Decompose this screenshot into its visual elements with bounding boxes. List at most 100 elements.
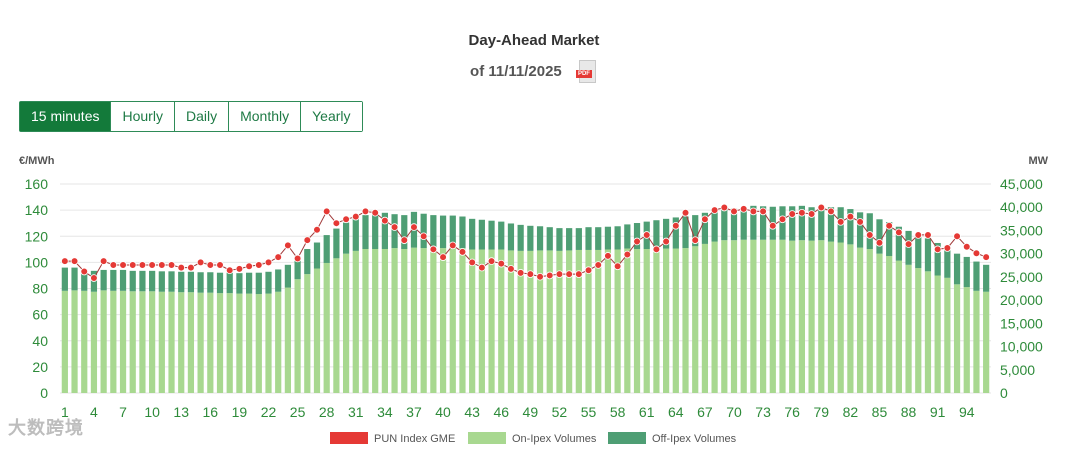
pun-index-point (594, 261, 603, 269)
off-ipex-bar (886, 222, 893, 256)
on-ipex-bar (119, 290, 127, 393)
off-ipex-bar (498, 221, 505, 250)
on-ipex-bar (837, 242, 844, 393)
on-ipex-bar (216, 293, 224, 393)
pun-index-point (507, 265, 515, 273)
x-axis-tick-label: 10 (144, 404, 160, 420)
on-ipex-bar (847, 244, 854, 393)
pdf-download-icon[interactable]: PDF (575, 60, 598, 84)
x-axis-tick-label: 61 (639, 404, 655, 420)
pun-index-point (788, 210, 796, 218)
pun-index-point (400, 236, 409, 244)
market-date: of 11/11/2025 (470, 62, 562, 80)
pun-index-point (943, 244, 952, 252)
on-ipex-bar (789, 240, 796, 393)
right-axis-unit: MW (1028, 155, 1048, 167)
off-ipex-bar (488, 220, 495, 250)
pun-index-point (642, 231, 651, 239)
legend-swatch (608, 432, 646, 444)
x-axis-tick-label: 46 (493, 404, 509, 420)
x-axis-tick-label: 79 (813, 404, 829, 420)
on-ipex-bar (905, 264, 912, 393)
on-ipex-bar (876, 253, 883, 393)
pun-index-point (351, 212, 360, 221)
off-ipex-bar (866, 213, 873, 250)
on-ipex-bar (488, 249, 495, 393)
pun-index-point (972, 249, 981, 258)
tab-15-minutes[interactable]: 15 minutes (20, 102, 111, 131)
on-ipex-bar (410, 247, 418, 393)
pun-index-point (701, 215, 709, 224)
off-ipex-bar (391, 214, 398, 249)
off-ipex-bar (352, 217, 359, 251)
on-ipex-bar (973, 290, 980, 393)
off-ipex-bar (924, 238, 932, 272)
pun-index-point (487, 257, 496, 265)
on-ipex-bar (197, 292, 204, 393)
off-ipex-bar (255, 272, 262, 295)
pun-index-point (313, 225, 321, 234)
left-axis-tick-label: 0 (40, 385, 48, 401)
pun-index-point (662, 237, 670, 246)
on-ipex-bar (449, 248, 456, 393)
off-ipex-bar (216, 272, 224, 294)
on-ipex-bar (818, 240, 825, 393)
left-axis-tick-label: 60 (32, 307, 48, 323)
on-ipex-bar (527, 250, 534, 393)
legend-swatch (330, 432, 368, 444)
on-ipex-bar (740, 239, 747, 393)
x-axis-tick-label: 19 (232, 404, 248, 420)
on-ipex-bar (168, 291, 175, 393)
tab-daily[interactable]: Daily (173, 102, 229, 131)
on-ipex-bar (663, 248, 670, 393)
pun-index-point (235, 265, 244, 273)
pun-index-point (206, 261, 215, 269)
on-ipex-bar (342, 253, 350, 393)
pun-index-point (225, 266, 234, 275)
pun-index-point (933, 245, 942, 254)
on-ipex-bar (149, 291, 156, 393)
x-axis-tick-label: 85 (872, 404, 888, 420)
tab-monthly[interactable]: Monthly (228, 102, 301, 131)
on-ipex-bar (401, 249, 408, 393)
pun-index-point (584, 266, 593, 275)
on-ipex-bar (439, 248, 447, 393)
x-axis-tick-label: 25 (290, 404, 306, 420)
right-axis-tick-label: 10,000 (1000, 339, 1043, 355)
off-ipex-bar (546, 227, 553, 251)
on-ipex-bar (129, 291, 136, 393)
pun-index-point (128, 261, 137, 269)
chart-subtitle: of 11/11/2025 PDF (0, 60, 1068, 84)
tab-yearly[interactable]: Yearly (300, 102, 362, 131)
off-ipex-bar (808, 207, 815, 241)
pun-index-point (196, 258, 205, 267)
on-ipex-bar (701, 243, 709, 393)
pun-index-point (138, 261, 147, 269)
on-ipex-bar (566, 250, 573, 393)
pun-index-point (604, 252, 612, 260)
on-ipex-bar (284, 287, 292, 393)
off-ipex-bar (61, 267, 68, 291)
x-axis-tick-label: 94 (959, 404, 975, 420)
pun-index-point (255, 261, 263, 269)
pun-index-point (80, 267, 89, 276)
on-ipex-bar (614, 249, 621, 393)
tab-hourly[interactable]: Hourly (110, 102, 174, 131)
pun-index-point (70, 257, 79, 265)
right-axis-tick-label: 25,000 (1000, 269, 1043, 285)
pun-index-point (623, 250, 632, 259)
pun-index-point (768, 222, 777, 230)
legend-label: On-Ipex Volumes (512, 433, 597, 445)
off-ipex-bar (430, 215, 437, 248)
right-axis-tick-label: 30,000 (1000, 246, 1043, 262)
off-ipex-bar (585, 227, 592, 250)
off-ipex-bar (759, 206, 767, 240)
off-ipex-bar (701, 212, 709, 244)
off-ipex-bar (333, 228, 340, 259)
on-ipex-bar (255, 294, 262, 393)
pun-index-point (187, 263, 195, 272)
pun-index-point (410, 223, 418, 231)
on-ipex-bar (798, 240, 805, 393)
off-ipex-bar (614, 226, 621, 250)
off-ipex-bar (420, 213, 427, 249)
